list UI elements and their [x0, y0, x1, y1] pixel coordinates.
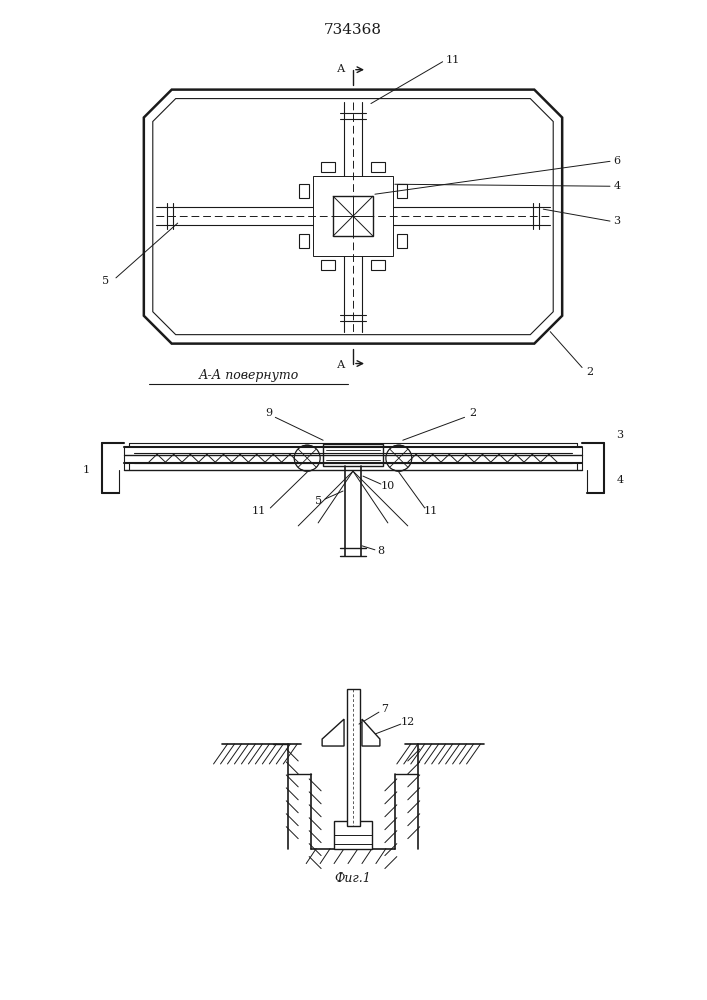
Text: 5: 5 — [315, 496, 322, 506]
Text: Фиг.1: Фиг.1 — [334, 872, 371, 885]
Text: 1: 1 — [83, 465, 90, 475]
Bar — [321, 260, 335, 270]
Text: 2: 2 — [587, 367, 594, 377]
Text: А-А повернуто: А-А повернуто — [198, 369, 298, 382]
Text: 8: 8 — [378, 546, 385, 556]
Text: 4: 4 — [617, 475, 624, 485]
Text: 2: 2 — [469, 408, 476, 418]
Bar — [299, 184, 309, 198]
Polygon shape — [322, 719, 344, 746]
Bar — [333, 196, 373, 236]
Text: 734368: 734368 — [324, 23, 382, 37]
Bar — [347, 689, 360, 826]
Text: 11: 11 — [445, 55, 460, 65]
Bar — [397, 184, 407, 198]
Text: 10: 10 — [381, 481, 395, 491]
Bar — [334, 821, 372, 849]
Text: 11: 11 — [423, 506, 438, 516]
Polygon shape — [362, 719, 380, 746]
Bar — [323, 444, 383, 466]
Text: 7: 7 — [381, 704, 388, 714]
Bar — [299, 234, 309, 248]
Text: А: А — [337, 360, 345, 370]
Bar — [321, 162, 335, 172]
Text: 3: 3 — [614, 216, 621, 226]
Text: 6: 6 — [614, 156, 621, 166]
Text: 4: 4 — [614, 181, 621, 191]
Text: А: А — [337, 64, 345, 74]
Bar — [371, 260, 385, 270]
Text: 11: 11 — [251, 506, 266, 516]
Text: 9: 9 — [265, 408, 272, 418]
Bar — [313, 176, 393, 256]
Text: 12: 12 — [401, 717, 415, 727]
Text: 5: 5 — [103, 276, 110, 286]
Bar — [371, 162, 385, 172]
Text: 3: 3 — [617, 430, 624, 440]
Bar — [397, 234, 407, 248]
